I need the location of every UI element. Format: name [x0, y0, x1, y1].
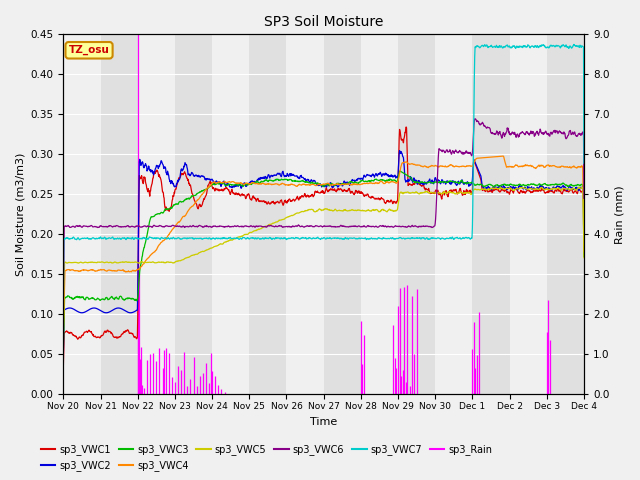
- Bar: [361, 35, 398, 395]
- Bar: [509, 35, 547, 395]
- Bar: [472, 35, 509, 395]
- Legend: sp3_VWC1, sp3_VWC2, sp3_VWC3, sp3_VWC4, sp3_VWC5, sp3_VWC6, sp3_VWC7, sp3_Rain: sp3_VWC1, sp3_VWC2, sp3_VWC3, sp3_VWC4, …: [37, 441, 496, 475]
- Y-axis label: Soil Moisture (m3/m3): Soil Moisture (m3/m3): [15, 153, 25, 276]
- Bar: [398, 35, 435, 395]
- Bar: [63, 35, 100, 395]
- Bar: [287, 35, 324, 395]
- Text: TZ_osu: TZ_osu: [68, 45, 109, 55]
- Y-axis label: Rain (mm): Rain (mm): [615, 185, 625, 244]
- X-axis label: Time: Time: [310, 417, 337, 427]
- Bar: [250, 35, 287, 395]
- Bar: [138, 35, 175, 395]
- Title: SP3 Soil Moisture: SP3 Soil Moisture: [264, 15, 383, 29]
- Bar: [175, 35, 212, 395]
- Bar: [547, 35, 584, 395]
- Bar: [100, 35, 138, 395]
- Bar: [212, 35, 250, 395]
- Bar: [324, 35, 361, 395]
- Bar: [435, 35, 472, 395]
